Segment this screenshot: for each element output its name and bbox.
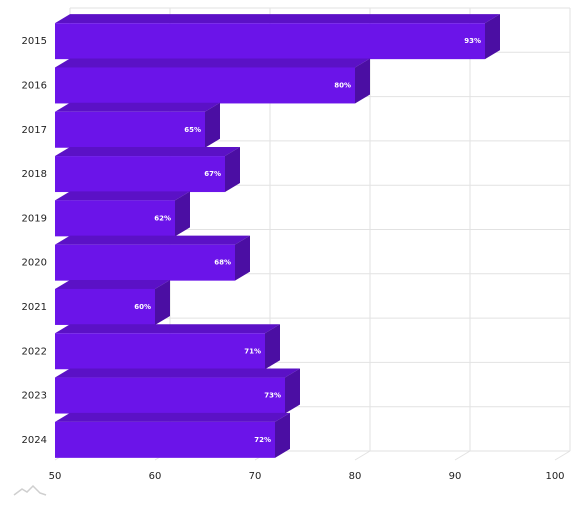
y-tick-label: 2019 bbox=[22, 213, 47, 224]
bar-top bbox=[55, 191, 190, 201]
value-label: 68% bbox=[214, 259, 231, 267]
x-tick-label: 70 bbox=[249, 471, 262, 482]
bar bbox=[55, 23, 485, 60]
bar-top bbox=[55, 279, 170, 289]
bar-side bbox=[355, 58, 370, 104]
bar bbox=[55, 244, 235, 281]
x-tick-label: 90 bbox=[449, 471, 462, 482]
value-label: 62% bbox=[154, 214, 171, 222]
grid-foot bbox=[354, 450, 371, 461]
value-label: 71% bbox=[244, 347, 261, 355]
y-tick-label: 2020 bbox=[22, 258, 47, 269]
bar bbox=[55, 333, 265, 370]
grid-foot bbox=[554, 450, 571, 461]
bar bbox=[55, 156, 225, 193]
bar bbox=[55, 421, 275, 458]
value-label: 80% bbox=[334, 81, 351, 89]
value-label: 67% bbox=[204, 170, 221, 178]
bar-side bbox=[285, 368, 300, 414]
value-label: 72% bbox=[254, 436, 271, 444]
x-tick-label: 80 bbox=[349, 471, 362, 482]
y-tick-label: 2024 bbox=[22, 435, 47, 446]
y-tick-label: 2017 bbox=[22, 125, 47, 136]
y-tick-label: 2023 bbox=[22, 391, 47, 402]
bar-side bbox=[205, 102, 220, 148]
bar-top bbox=[55, 14, 500, 24]
value-label: 65% bbox=[184, 126, 201, 134]
bar-top bbox=[55, 235, 250, 245]
x-tick-label: 60 bbox=[149, 471, 162, 482]
bar-top bbox=[55, 412, 290, 422]
y-tick-label: 2018 bbox=[22, 169, 47, 180]
y-tick-label: 2022 bbox=[22, 346, 47, 357]
bar-top bbox=[55, 58, 370, 68]
bar-side bbox=[225, 147, 240, 193]
bar bbox=[55, 377, 285, 414]
y-tick-label: 2015 bbox=[22, 36, 47, 47]
grid-foot bbox=[454, 450, 471, 461]
bar-top bbox=[55, 147, 240, 157]
bar-side bbox=[155, 279, 170, 325]
logo bbox=[13, 484, 47, 496]
bar bbox=[55, 200, 175, 237]
y-tick-label: 2021 bbox=[22, 302, 47, 313]
logo-line bbox=[13, 484, 47, 496]
bar-top bbox=[55, 368, 300, 378]
y-tick-label: 2016 bbox=[22, 80, 47, 91]
bar bbox=[55, 67, 355, 104]
value-label: 60% bbox=[134, 303, 151, 311]
value-label: 93% bbox=[464, 37, 481, 45]
bar-top bbox=[55, 102, 220, 112]
bar-side bbox=[485, 14, 500, 60]
value-label: 73% bbox=[264, 392, 281, 400]
x-tick-label: 100 bbox=[545, 471, 564, 482]
bar-side bbox=[175, 191, 190, 237]
x-tick-label: 50 bbox=[49, 471, 62, 482]
bar bbox=[55, 288, 155, 325]
bar-side bbox=[275, 412, 290, 458]
bar-side bbox=[235, 235, 250, 281]
bar-top bbox=[55, 324, 280, 334]
bar bbox=[55, 111, 205, 148]
bar-side bbox=[265, 324, 280, 370]
